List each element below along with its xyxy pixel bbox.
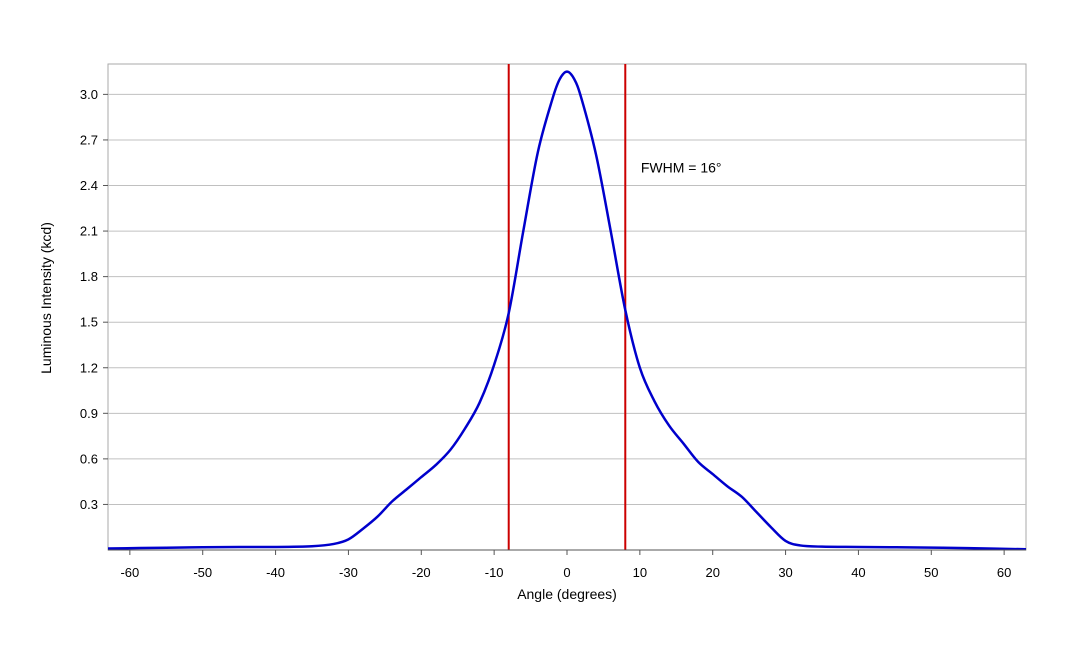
x-tick-label: -60 (120, 565, 139, 580)
data-series (107, 70, 1027, 551)
gridlines (108, 93, 1026, 505)
y-tick-label: 0.6 (80, 451, 98, 466)
y-tick-label: 2.7 (80, 132, 98, 147)
y-tick-label: 0.9 (80, 406, 98, 421)
x-tick-label: 0 (563, 565, 570, 580)
plot-area (107, 63, 1027, 551)
y-tick-label: 2.1 (80, 224, 98, 239)
y-tick-label: 1.5 (80, 315, 98, 330)
x-tick-label: 40 (851, 565, 865, 580)
intensity-curve (107, 70, 1027, 551)
x-tick-label: -30 (339, 565, 358, 580)
y-axis-title: Luminous Intensity (kcd) (38, 222, 54, 374)
x-tick-label: 20 (705, 565, 719, 580)
x-tick-label: 30 (778, 565, 792, 580)
y-tick-label: 1.2 (80, 360, 98, 375)
x-tick-label: 50 (924, 565, 938, 580)
fwhm-annotation: FWHM = 16° (641, 159, 722, 175)
y-tick-label: 3.0 (80, 87, 98, 102)
x-tick-label: -10 (485, 565, 504, 580)
x-tick-label: -40 (266, 565, 285, 580)
y-tick-label: 0.3 (80, 497, 98, 512)
x-axis: -60 -50 -40 -30 -20 -10 0 10 20 30 40 50 60 (120, 550, 1011, 580)
y-axis: 0.3 0.6 0.9 1.2 1.5 1.8 2.1 2.4 2.7 3.0 (80, 87, 108, 512)
y-tick-label: 2.4 (80, 178, 98, 193)
x-tick-label: 60 (997, 565, 1011, 580)
x-tick-label: -50 (193, 565, 212, 580)
x-axis-title: Angle (degrees) (517, 586, 617, 602)
x-tick-label: 10 (633, 565, 647, 580)
x-tick-label: -20 (412, 565, 431, 580)
y-tick-label: 1.8 (80, 269, 98, 284)
